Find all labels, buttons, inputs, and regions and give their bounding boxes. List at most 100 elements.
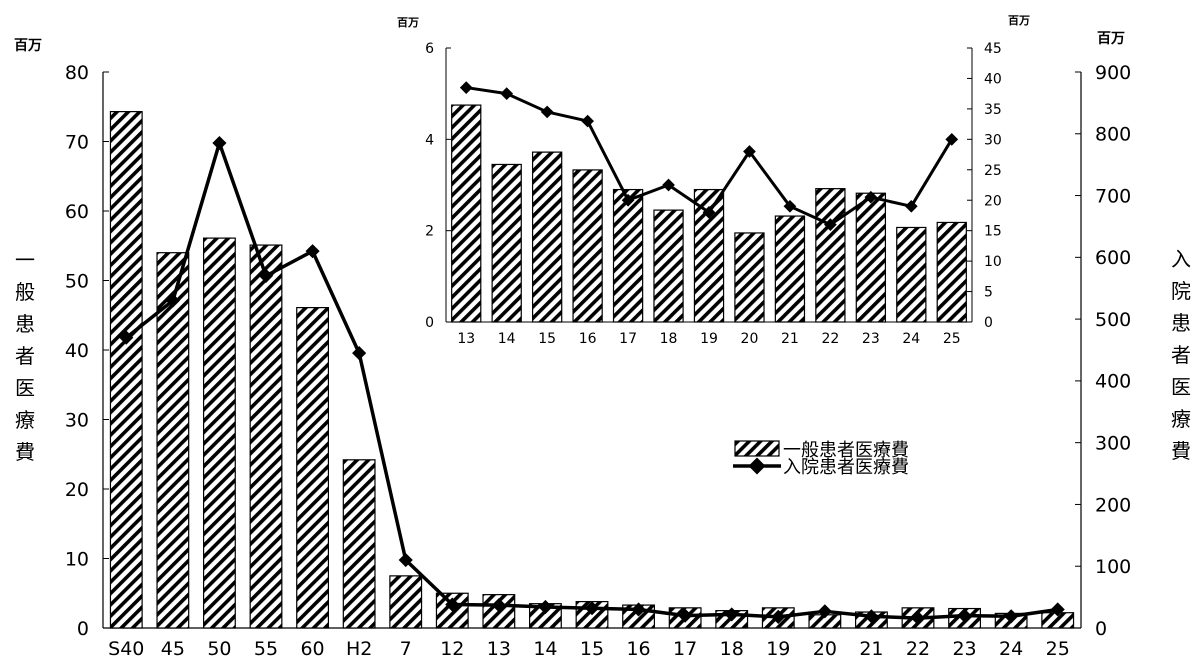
main-x-tick-label: 60 bbox=[300, 638, 324, 660]
main-x-tick-label: 50 bbox=[207, 638, 231, 660]
main-right-tick-label: 600 bbox=[1095, 247, 1131, 269]
inset-x-tick-label: 20 bbox=[741, 331, 759, 347]
inset-bar bbox=[573, 170, 602, 322]
inset-x-tick-label: 13 bbox=[457, 331, 475, 347]
inset-bar bbox=[856, 193, 885, 322]
inset-right-tick-label: 45 bbox=[984, 41, 1002, 57]
main-left-tick-label: 20 bbox=[65, 479, 89, 501]
inset-x-tick-label: 15 bbox=[538, 331, 556, 347]
inset-left-tick-label: 2 bbox=[425, 224, 434, 240]
main-x-tick-label: 16 bbox=[626, 638, 650, 660]
inset-bar bbox=[492, 164, 521, 322]
main-right-tick-label: 100 bbox=[1095, 556, 1131, 578]
main-x-tick-label: 17 bbox=[673, 638, 697, 660]
main-left-axis-label: 一般患者医療費 bbox=[15, 248, 35, 464]
inset-right-tick-label: 5 bbox=[984, 285, 993, 301]
main-right-tick-label: 200 bbox=[1095, 494, 1131, 516]
inset-left-tick-label: 0 bbox=[425, 315, 434, 331]
main-line-point bbox=[306, 244, 320, 258]
main-x-tick-label: 7 bbox=[400, 638, 412, 660]
main-x-tick-label: 20 bbox=[813, 638, 837, 660]
inset-bar bbox=[533, 152, 562, 322]
main-left-tick-label: 80 bbox=[65, 62, 89, 84]
main-bar bbox=[250, 245, 282, 628]
inset-left-tick-label: 6 bbox=[425, 41, 434, 57]
main-left-unit: 百万 bbox=[14, 38, 42, 54]
main-right-tick-label: 800 bbox=[1095, 124, 1131, 146]
main-x-tick-label: 24 bbox=[999, 638, 1023, 660]
main-right-tick-label: 0 bbox=[1095, 618, 1107, 640]
inset-x-tick-label: 24 bbox=[902, 331, 920, 347]
main-right-axis-label: 入院患者医療費 bbox=[1171, 247, 1191, 463]
inset-x-tick-label: 18 bbox=[660, 331, 678, 347]
inset-left-tick-label: 4 bbox=[425, 132, 434, 148]
inset-bar bbox=[735, 233, 764, 322]
main-right-tick-label: 700 bbox=[1095, 185, 1131, 207]
inset-left-unit: 百万 bbox=[397, 16, 419, 29]
inset-bar bbox=[452, 105, 481, 322]
main-x-tick-label: 45 bbox=[161, 638, 185, 660]
main-left-tick-label: 70 bbox=[65, 131, 89, 153]
inset-right-tick-label: 0 bbox=[984, 315, 993, 331]
inset-x-tick-label: 14 bbox=[498, 331, 516, 347]
main-x-tick-label: 23 bbox=[952, 638, 976, 660]
main-line-point bbox=[352, 346, 366, 360]
legend-line-label: 入院患者医療費 bbox=[783, 457, 909, 478]
main-x-tick-label: 25 bbox=[1046, 638, 1070, 660]
main-x-tick-label: S40 bbox=[108, 638, 144, 660]
inset-x-tick-label: 19 bbox=[700, 331, 718, 347]
inset-bar bbox=[897, 227, 926, 322]
main-x-tick-label: 21 bbox=[859, 638, 883, 660]
inset-right-tick-label: 30 bbox=[984, 132, 1002, 148]
main-right-tick-label: 900 bbox=[1095, 62, 1131, 84]
main-right-tick-label: 400 bbox=[1095, 371, 1131, 393]
inset-x-tick-label: 16 bbox=[579, 331, 597, 347]
main-x-tick-label: 12 bbox=[440, 638, 464, 660]
inset-right-tick-label: 10 bbox=[984, 254, 1002, 270]
legend-bar-swatch bbox=[735, 441, 779, 456]
inset-x-tick-label: 25 bbox=[943, 331, 961, 347]
inset-x-tick-label: 23 bbox=[862, 331, 880, 347]
inset-bar bbox=[614, 190, 643, 322]
main-left-tick-label: 30 bbox=[65, 409, 89, 431]
inset-x-tick-label: 21 bbox=[781, 331, 799, 347]
main-left-tick-label: 50 bbox=[65, 270, 89, 292]
main-left-tick-label: 40 bbox=[65, 340, 89, 362]
main-x-tick-label: H2 bbox=[346, 638, 372, 660]
inset-bar bbox=[816, 189, 845, 322]
inset-x-tick-label: 22 bbox=[821, 331, 839, 347]
main-bar bbox=[110, 112, 142, 628]
main-x-tick-label: 55 bbox=[254, 638, 278, 660]
main-right-tick-label: 500 bbox=[1095, 309, 1131, 331]
inset-right-tick-label: 35 bbox=[984, 102, 1002, 118]
inset-right-tick-label: 15 bbox=[984, 224, 1002, 240]
inset-bar bbox=[775, 216, 804, 322]
main-bar bbox=[204, 238, 236, 628]
inset-right-tick-label: 40 bbox=[984, 71, 1002, 87]
main-x-tick-label: 15 bbox=[580, 638, 604, 660]
main-x-tick-label: 13 bbox=[487, 638, 511, 660]
main-left-tick-label: 60 bbox=[65, 201, 89, 223]
main-bar bbox=[390, 576, 422, 628]
main-x-tick-label: 14 bbox=[533, 638, 557, 660]
legend-line-marker bbox=[749, 458, 766, 475]
main-bar bbox=[297, 308, 329, 628]
inset-right-tick-label: 20 bbox=[984, 193, 1002, 209]
inset-bar bbox=[654, 210, 683, 322]
main-x-tick-label: 22 bbox=[906, 638, 930, 660]
main-x-tick-label: 18 bbox=[720, 638, 744, 660]
main-left-tick-label: 10 bbox=[65, 548, 89, 570]
legend: 一般患者医療費 入院患者医療費 bbox=[733, 440, 909, 478]
inset-bar bbox=[937, 222, 966, 322]
inset-right-unit: 百万 bbox=[1008, 14, 1030, 27]
main-right-tick-label: 300 bbox=[1095, 433, 1131, 455]
main-line-point bbox=[212, 136, 226, 150]
main-left-tick-label: 0 bbox=[77, 618, 89, 640]
main-bar bbox=[343, 460, 375, 628]
inset-x-tick-label: 17 bbox=[619, 331, 637, 347]
main-x-tick-label: 19 bbox=[766, 638, 790, 660]
inset-right-tick-label: 25 bbox=[984, 163, 1002, 179]
main-right-unit: 百万 bbox=[1097, 31, 1125, 47]
